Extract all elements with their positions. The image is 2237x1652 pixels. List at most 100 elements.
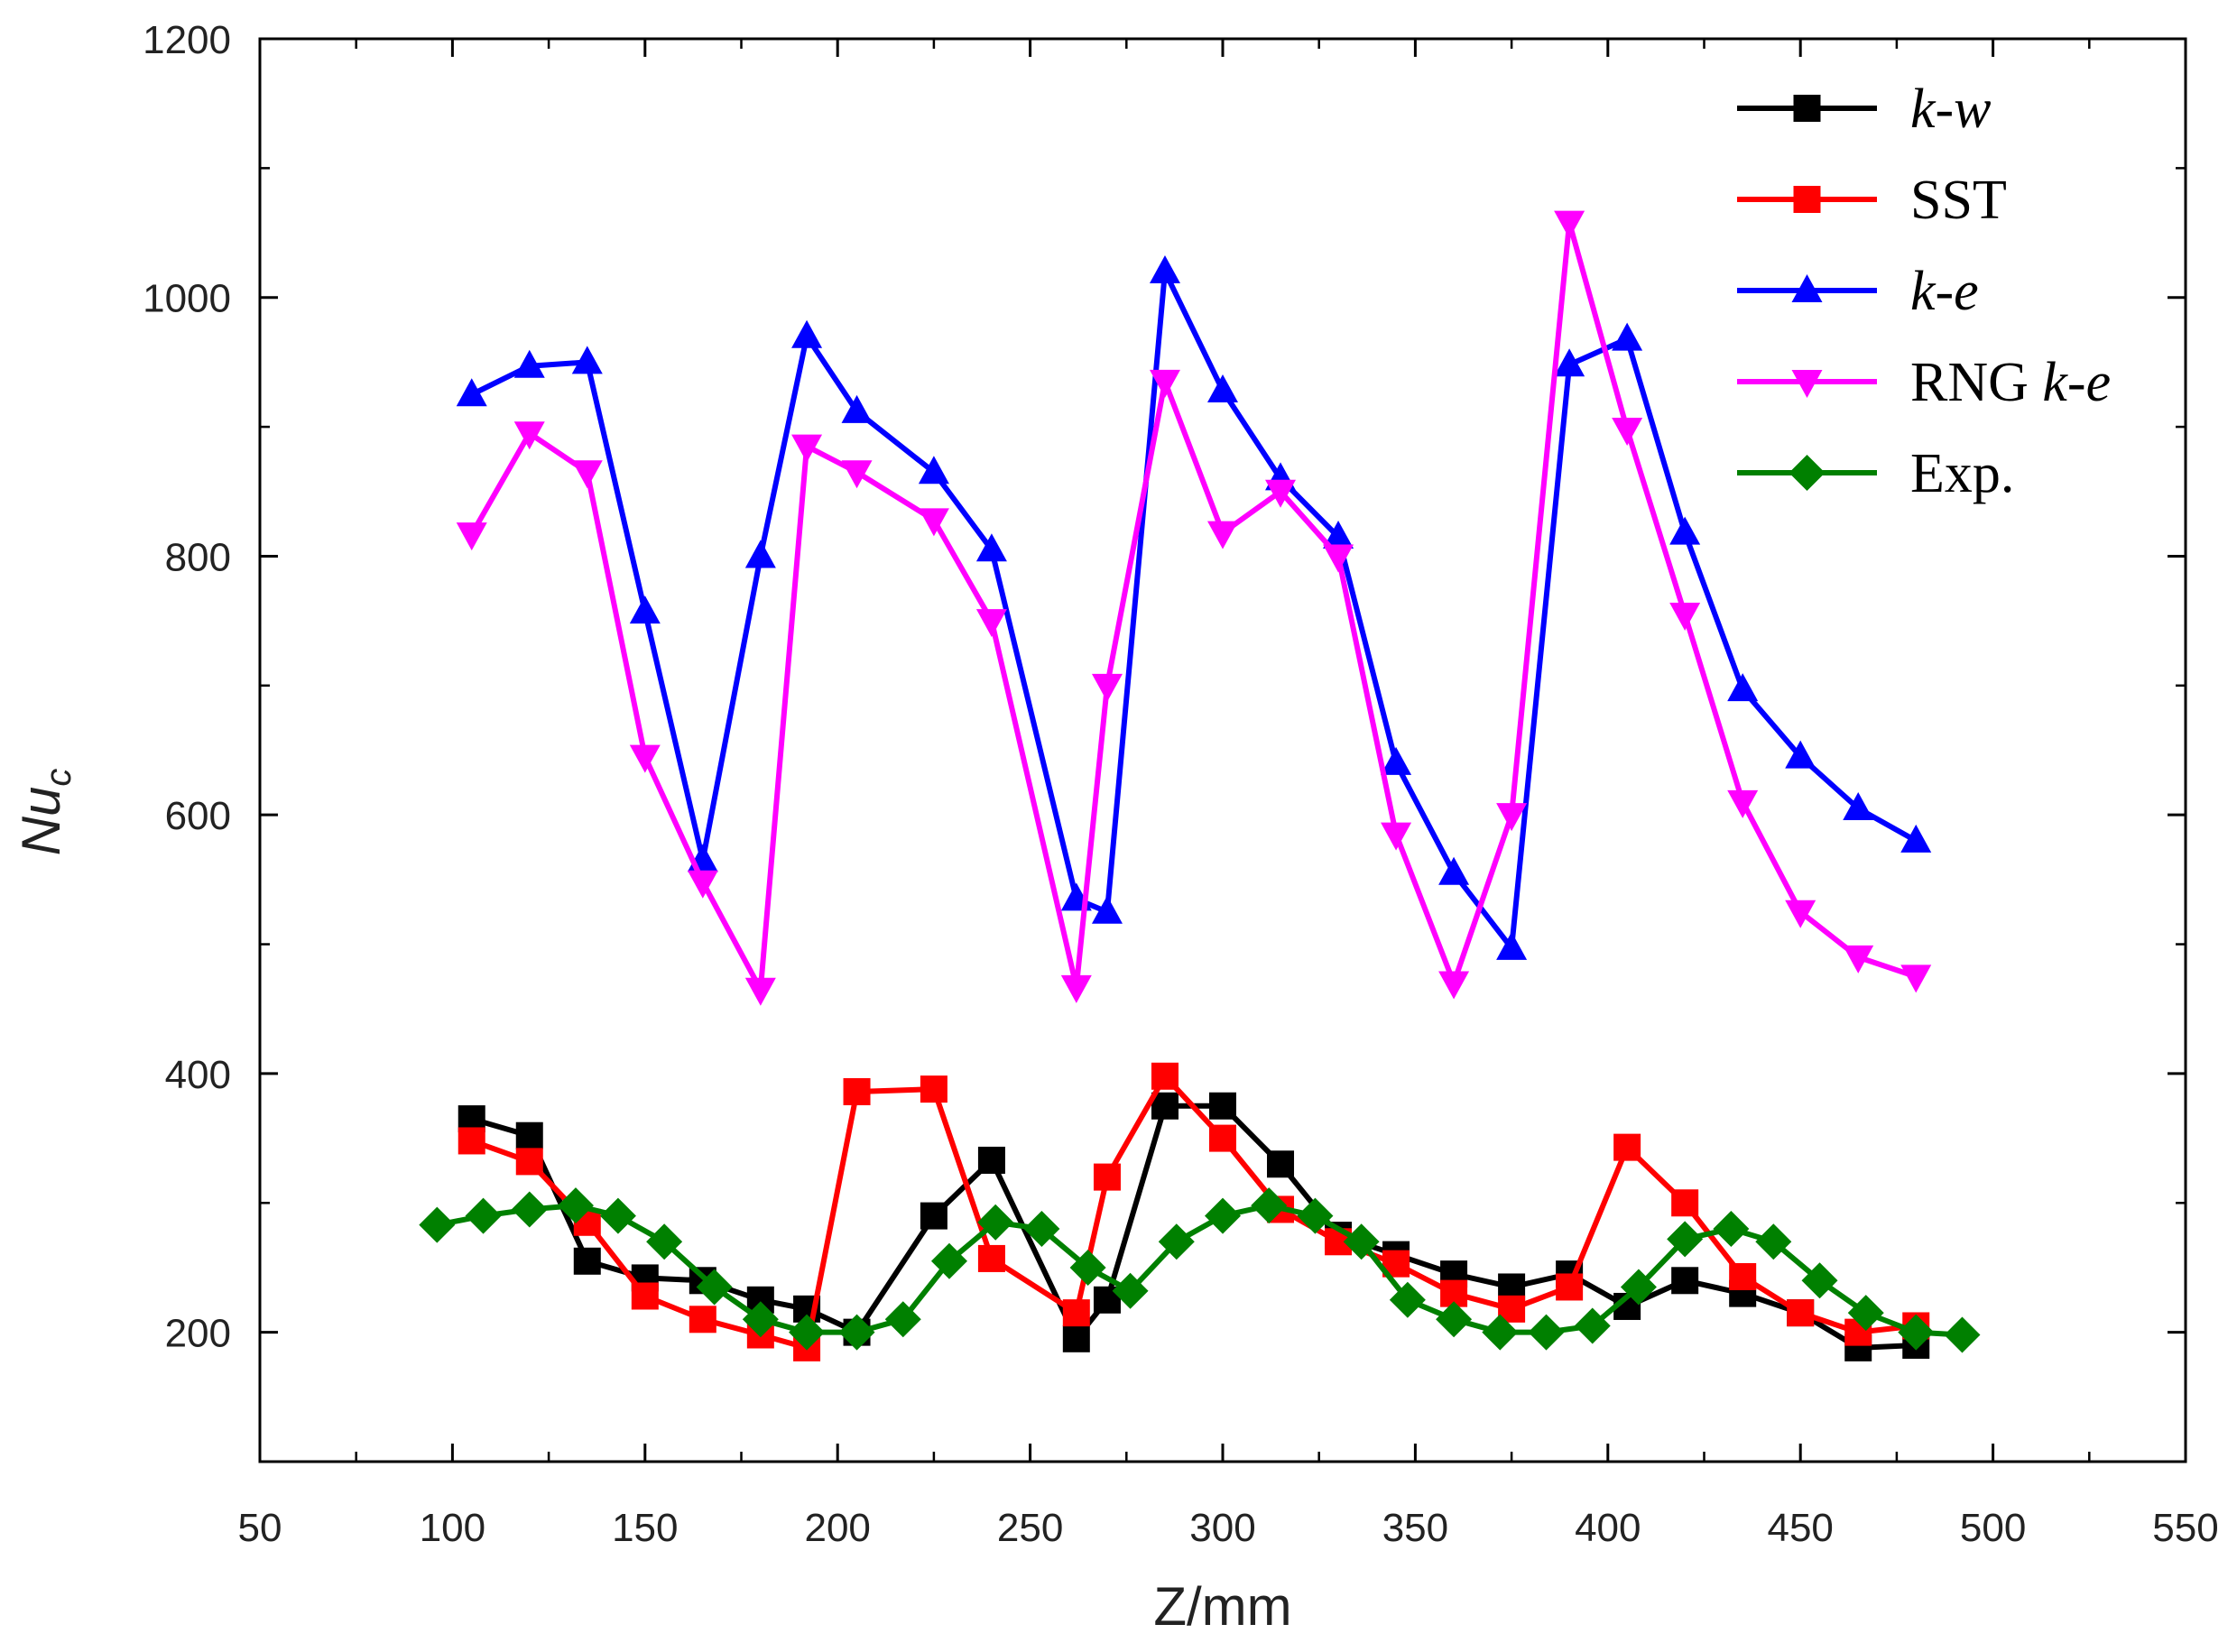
data-point [1900, 824, 1932, 853]
data-point [1944, 1316, 1981, 1353]
y-tick-label: 1000 [143, 277, 231, 321]
x-tick-label: 500 [1960, 1506, 2026, 1550]
series-line [469, 219, 1918, 992]
data-point [511, 1191, 548, 1228]
data-point [1062, 1299, 1090, 1327]
y-axis-title: Nuc [11, 769, 79, 856]
data-point [1554, 210, 1585, 239]
data-point [744, 540, 776, 568]
legend-marker [1793, 95, 1821, 122]
data-point [557, 1187, 594, 1224]
data-point [789, 1314, 826, 1351]
data-point [1729, 1262, 1757, 1290]
plot-frame [258, 37, 2187, 1463]
data-point [918, 508, 949, 537]
data-point [1574, 1307, 1611, 1344]
y-tick-label: 200 [165, 1312, 231, 1356]
data-point [1381, 746, 1412, 775]
data-point [1785, 740, 1816, 769]
data-point [1528, 1314, 1565, 1351]
data-point [1436, 1301, 1473, 1338]
x-tick-label: 200 [804, 1506, 870, 1550]
data-point [458, 1127, 485, 1155]
data-point [1023, 1210, 1060, 1247]
data-point [742, 1301, 779, 1338]
legend-marker [1793, 186, 1821, 213]
x-tick-label: 550 [2152, 1506, 2218, 1550]
data-point [1251, 1187, 1288, 1224]
x-tick-label: 350 [1382, 1506, 1448, 1550]
data-point [515, 1121, 543, 1149]
legend-marker [1789, 455, 1826, 491]
data-point [744, 977, 776, 1006]
data-point [1323, 544, 1354, 573]
data-point [918, 456, 949, 485]
data-point [456, 522, 487, 551]
legend-marker [1791, 370, 1823, 398]
data-point [1496, 803, 1528, 832]
data-point [1438, 856, 1470, 885]
data-point [689, 1306, 716, 1334]
data-point [975, 533, 1007, 562]
data-point [1323, 520, 1354, 549]
legend-label: SST [1910, 170, 2007, 231]
data-point [419, 1206, 456, 1243]
data-point [1900, 964, 1932, 993]
data-point [1207, 374, 1238, 402]
x-tick-label: 50 [238, 1506, 282, 1550]
x-axis-title: Z/mm [1153, 1576, 1291, 1637]
data-point [920, 1075, 947, 1103]
legend-label: k-w [1910, 78, 1992, 140]
data-point [884, 1301, 921, 1338]
data-point [631, 1282, 659, 1310]
data-point [1069, 1249, 1106, 1286]
legend-label: RNG k-e [1910, 352, 2111, 413]
data-point [1898, 1314, 1935, 1351]
data-point [977, 1244, 1005, 1272]
data-point [1149, 369, 1180, 398]
data-point [1381, 822, 1412, 851]
data-point [1091, 673, 1123, 702]
y-tick-label: 400 [165, 1053, 231, 1097]
data-point [1713, 1210, 1750, 1247]
data-point [1843, 945, 1874, 974]
data-point [1667, 1221, 1704, 1258]
x-tick-label: 150 [612, 1506, 678, 1550]
data-point [1209, 1092, 1236, 1120]
data-point [1727, 673, 1759, 702]
data-point [646, 1223, 683, 1260]
data-point [1612, 322, 1643, 351]
data-point [1205, 1197, 1241, 1234]
data-point [629, 744, 661, 773]
data-point [599, 1197, 636, 1234]
y-axis-title-subscript: c [39, 769, 79, 787]
data-point [1669, 602, 1701, 631]
data-point [1801, 1262, 1838, 1299]
data-point [791, 434, 823, 463]
y-tick-label: 800 [165, 535, 231, 579]
series-line [470, 269, 1918, 951]
data-point [1496, 931, 1528, 960]
data-point [513, 421, 545, 450]
axes: 50 100 150 200 250 300 350 400 450 500 550 200 400 60… [143, 18, 2219, 1550]
data-point [1151, 1062, 1179, 1090]
data-point [1669, 516, 1701, 545]
y-tick-label: 600 [165, 794, 231, 838]
data-point [1482, 1314, 1519, 1351]
data-point [838, 1314, 875, 1351]
data-point [1112, 1272, 1149, 1309]
data-point [1207, 521, 1238, 549]
data-point [1847, 1295, 1884, 1332]
data-point [465, 1197, 502, 1234]
x-tick-label: 300 [1189, 1506, 1255, 1550]
data-point [1755, 1223, 1792, 1260]
y-axis-title-main: Nu [11, 787, 71, 856]
x-tick-label: 400 [1575, 1506, 1641, 1550]
data-point [1149, 255, 1180, 284]
data-point [975, 609, 1007, 638]
data-point [791, 319, 823, 348]
legend: k-w SST k-e RNG k-e Exp. [1737, 78, 2111, 504]
data-point [841, 460, 873, 489]
data-point [1389, 1281, 1426, 1318]
